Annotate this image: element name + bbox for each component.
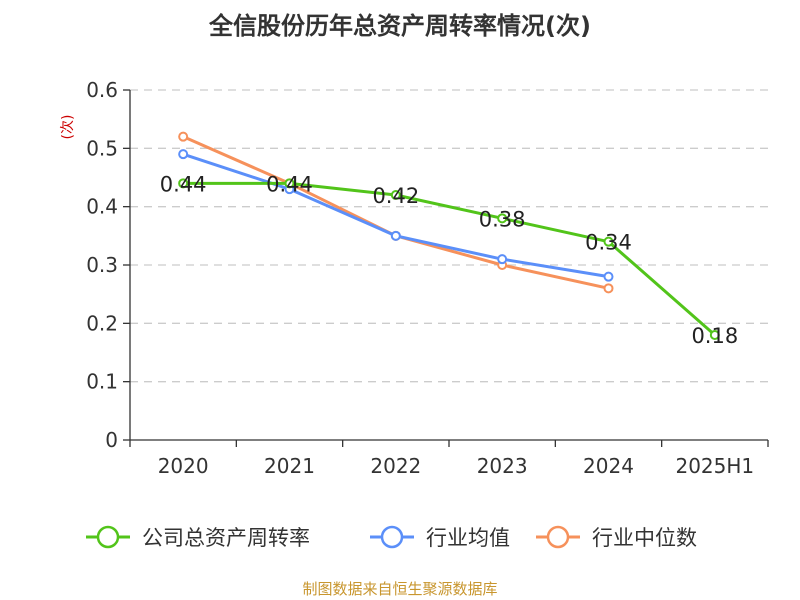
data-point <box>390 190 401 200</box>
series-group <box>178 131 720 340</box>
data-point <box>709 330 720 340</box>
y-tick-label: 0.5 <box>86 136 118 160</box>
data-label: 0.42 <box>372 184 419 208</box>
legend-swatch-marker <box>96 525 120 549</box>
y-tick-label: 0.3 <box>86 253 118 277</box>
legend-item-1[interactable]: 行业均值 <box>370 525 510 550</box>
y-tick-label: 0.6 <box>86 78 118 102</box>
legend-swatch-marker <box>380 525 404 549</box>
x-tick-label: 2020 <box>158 454 209 478</box>
chart-title: 全信股份历年总资产周转率情况(次) <box>208 12 591 40</box>
data-label: 0.44 <box>160 172 207 196</box>
data-labels: 0.44 0.44 0.42 0.38 0.34 0.18 <box>160 172 738 348</box>
x-tick-label: 2023 <box>477 454 528 478</box>
x-tick-label: 2024 <box>583 454 634 478</box>
legend-label: 行业中位数 <box>592 526 697 550</box>
x-tick-label: 2022 <box>370 454 421 478</box>
data-label: 0.34 <box>585 231 632 255</box>
data-point <box>178 149 189 160</box>
data-point <box>603 283 614 294</box>
data-label: 0.44 <box>266 172 313 196</box>
y-tick-label: 0.2 <box>86 311 118 335</box>
data-point <box>178 131 189 142</box>
x-tick-label: 2025H1 <box>675 454 754 478</box>
axes: 0 0.1 0.2 0.3 0.4 0.5 0.6 2020 2021 2022 2023 2024 2… <box>86 78 769 478</box>
legend-label: 公司总资产周转率 <box>142 526 310 550</box>
y-tick-label: 0.1 <box>86 370 118 394</box>
source-note: 制图数据来自恒生聚源数据库 <box>302 580 497 598</box>
data-point <box>178 178 189 189</box>
legend-swatch-marker <box>546 525 570 549</box>
y-tick-label: 0.4 <box>86 195 118 219</box>
data-point <box>497 213 508 224</box>
x-tick-label: 2021 <box>264 454 315 478</box>
data-label: 0.38 <box>479 207 526 231</box>
grid <box>130 89 768 383</box>
series-line-0 <box>183 181 716 337</box>
legend-item-2[interactable]: 行业中位数 <box>536 525 697 550</box>
data-point <box>603 236 614 247</box>
legend[interactable]: 公司总资产周转率 行业均值 行业中位数 <box>86 525 697 550</box>
data-point <box>284 178 295 189</box>
y-tick-label: 0 <box>105 428 118 452</box>
legend-label: 行业均值 <box>426 526 510 550</box>
legend-item-0[interactable]: 公司总资产周转率 <box>86 525 310 550</box>
data-point <box>603 271 614 282</box>
data-point <box>497 254 508 265</box>
data-label: 0.18 <box>691 324 738 348</box>
series-line-1 <box>182 152 609 279</box>
data-point <box>390 230 401 241</box>
y-axis-label: (次) <box>60 115 76 140</box>
